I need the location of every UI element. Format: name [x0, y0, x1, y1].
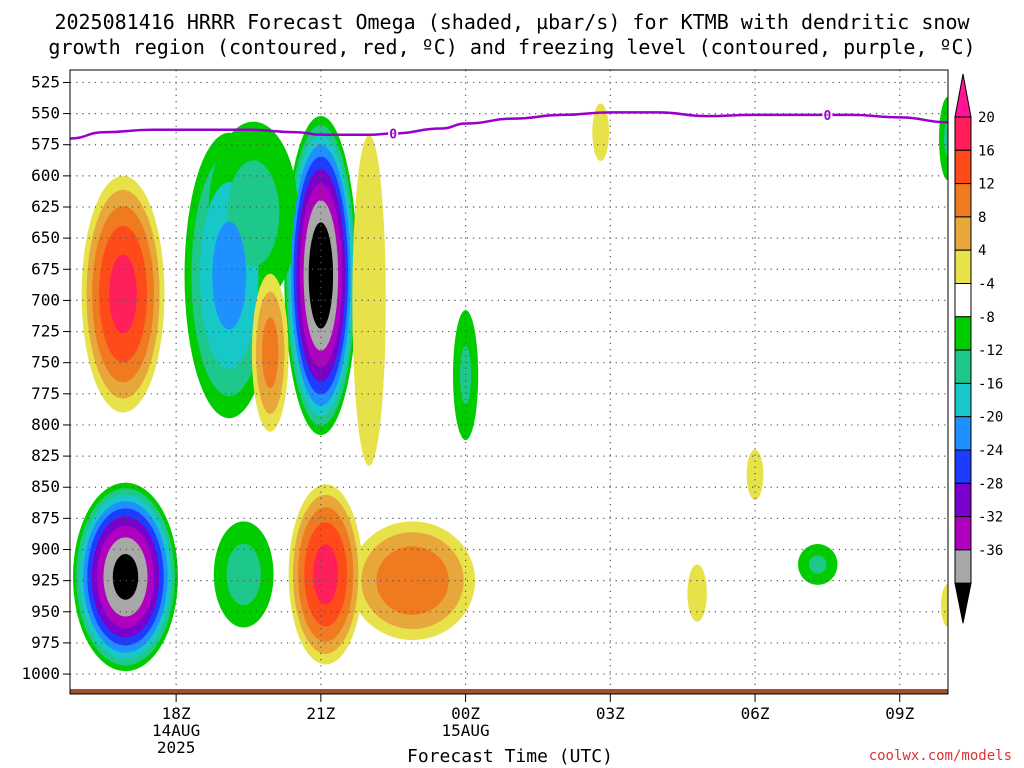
y-tick-label: 525	[31, 72, 60, 91]
plot-frame	[69, 69, 949, 695]
y-tick-label: 750	[31, 353, 60, 372]
omega-contour-band-ascent-2030Z-680	[212, 221, 247, 330]
colorbar-label: -36	[978, 543, 1003, 559]
colorbar-label: 4	[978, 243, 986, 259]
y-tick-label: 650	[31, 228, 60, 247]
y-tick-label: 625	[31, 197, 60, 216]
x-tick-label: 21Z	[306, 704, 335, 723]
colorbar-label: -20	[978, 410, 1003, 426]
y-tick-label: 875	[31, 508, 60, 527]
colorbar-label: -12	[978, 343, 1003, 359]
x-tick-label: 06Z	[741, 704, 770, 723]
omega-contour-band-descent-22Z-700	[352, 135, 386, 466]
x-axis-label: Forecast Time (UTC)	[407, 746, 613, 767]
x-tick-sublabel: 2025	[157, 738, 196, 757]
freezing-level-contour: 00	[70, 107, 948, 143]
y-tick-label: 950	[31, 602, 60, 621]
colorbar-label: 8	[978, 210, 986, 226]
x-tick-sublabel: 14AUG	[152, 721, 200, 740]
credit-text: coolwx.com/models	[869, 748, 1012, 764]
y-tick-label: 775	[31, 384, 60, 403]
y-tick-label: 800	[31, 415, 60, 434]
colorbar-bin	[954, 382, 972, 418]
colorbar-bin	[954, 149, 972, 185]
omega-contour-band-descent-0130Z-560	[592, 103, 610, 162]
colorbar-bin	[954, 183, 972, 218]
y-tick-label: 550	[31, 104, 60, 123]
x-tick-label: 00Z	[451, 704, 480, 723]
omega-contour-band-descent-0430Z-935	[687, 564, 707, 622]
colorbar-label: -24	[978, 443, 1003, 459]
freezing-level-label-bg	[822, 107, 833, 122]
omega-contour-band-descent-21Z-920	[313, 544, 339, 605]
colorbar-top-arrow	[954, 73, 972, 118]
colorbar-bin	[954, 116, 972, 151]
colorbar-bin	[954, 549, 972, 584]
colorbar-label: 12	[978, 177, 995, 193]
x-tick-label: 18Z	[162, 704, 191, 723]
colorbar-label: -32	[978, 510, 1003, 526]
colorbar-bin	[954, 416, 972, 451]
omega-contour-band-ascent-0630Z-910	[808, 555, 827, 574]
colorbar-bin	[954, 349, 972, 384]
colorbar-label: -8	[978, 310, 995, 326]
omega-contour-band-ascent-10Z-580	[939, 96, 948, 181]
colorbar-bin	[954, 283, 972, 318]
y-tick-label: 975	[31, 633, 60, 652]
colorbar: 20 16 12 8 4 -4 -8 -12 -16 -20 -24 -28 -32 -36	[954, 73, 1003, 624]
colorbar-bin	[954, 516, 972, 551]
y-tick-label: 575	[31, 135, 60, 154]
title-line-1: 2025081416 HRRR Forecast Omega (shaded, …	[54, 10, 970, 34]
chart-title: 2025081416 HRRR Forecast Omega (shaded, …	[48, 10, 975, 59]
y-tick-label: 925	[31, 571, 60, 590]
omega-contour-band-ascent-1930Z-920	[226, 543, 261, 606]
omega-contour-band-ascent-1730Z-920	[112, 554, 139, 600]
omega-contour-band-descent-2330Z-925	[376, 546, 449, 615]
omega-contour-band-ascent-00Z-760	[459, 346, 472, 405]
x-tick-label: 09Z	[885, 704, 914, 723]
omega-contour-band-descent-20Z-740	[261, 317, 279, 389]
y-axis: 525 550 575 600 625 650 675 700 725 750 775 800 825 8…	[21, 72, 70, 683]
x-tick-label: 03Z	[596, 704, 625, 723]
colorbar-bin	[954, 249, 972, 284]
omega-shading	[73, 96, 948, 672]
y-tick-label: 900	[31, 540, 60, 559]
x-tick-sublabel: 15AUG	[441, 721, 489, 740]
y-tick-label: 725	[31, 322, 60, 341]
freezing-level-label: 0	[823, 109, 831, 124]
colorbar-bin	[954, 449, 972, 484]
colorbar-label: 20	[978, 110, 995, 126]
colorbar-label: -16	[978, 376, 1003, 392]
freezing-level-label: 0	[389, 128, 397, 143]
freezing-level-label-bg	[388, 126, 399, 141]
title-line-2: growth region (contoured, red, ºC) and f…	[48, 35, 975, 59]
colorbar-bin	[954, 482, 972, 518]
freezing-level-line	[70, 111, 948, 140]
omega-contour-band-descent-09Z-945	[941, 583, 948, 628]
colorbar-label: 16	[978, 143, 995, 159]
y-tick-label: 600	[31, 166, 60, 185]
ground-strip	[70, 689, 948, 694]
y-tick-label: 825	[31, 446, 60, 465]
colorbar-label: -4	[978, 277, 995, 293]
omega-contour-band-descent-1730Z-700	[109, 254, 137, 334]
colorbar-bin	[954, 216, 972, 251]
omega-contour-band-ascent-10Z-580	[943, 119, 948, 158]
colorbar-bottom-arrow	[954, 582, 972, 624]
y-tick-label: 1000	[21, 664, 60, 683]
colorbar-bin	[954, 316, 972, 351]
colorbar-label: -28	[978, 476, 1003, 492]
y-tick-label: 675	[31, 259, 60, 278]
y-tick-label: 700	[31, 290, 60, 309]
y-tick-label: 850	[31, 477, 60, 496]
